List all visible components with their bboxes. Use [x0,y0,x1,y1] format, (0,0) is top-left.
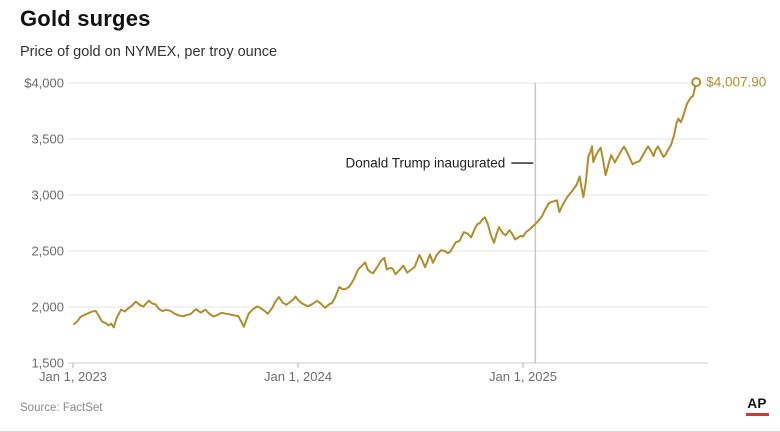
gold-price-line [73,81,698,329]
y-axis-label: 2,500 [31,244,64,259]
annotation-label: Donald Trump inaugurated [345,156,505,171]
ap-logo-text: AP [747,396,767,411]
y-axis-label: 1,500 [31,356,64,371]
source-label: Source: FactSet [20,402,103,414]
ap-logo: AP [745,396,769,416]
y-axis-label: 3,500 [31,132,64,147]
endpoint-value-label: $4,007.90 [706,75,766,90]
endpoint-marker [691,77,702,88]
x-axis-label: Jan 1, 2025 [489,369,557,384]
x-axis-label: Jan 1, 2024 [264,369,332,384]
chart-area: $4,000 3,500 3,000 2,500 2,000 1,500 Jan 1, 20… [0,66,780,396]
y-axis-label: $4,000 [24,76,64,91]
page-title: Gold surges [20,6,151,31]
ap-logo-underline [745,413,769,416]
x-axis-label: Jan 1, 2023 [39,369,107,384]
y-axis-label: 2,000 [31,300,64,315]
y-axis-label: 3,000 [31,188,64,203]
chart-subtitle: Price of gold on NYMEX, per troy ounce [20,44,278,60]
